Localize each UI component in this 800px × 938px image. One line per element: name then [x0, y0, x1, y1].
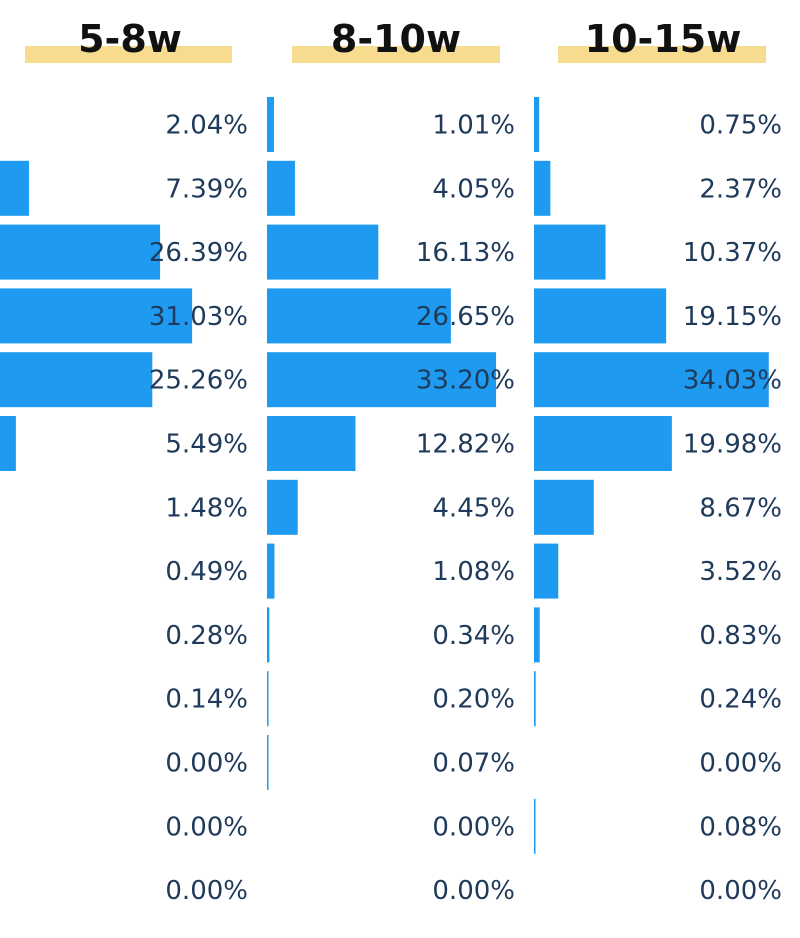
title-highlight [558, 46, 766, 63]
value-label: 0.34% [432, 621, 515, 651]
value-label: 1.08% [432, 557, 515, 587]
panel-title: 8-10w [331, 17, 461, 61]
value-label: 0.07% [432, 749, 515, 779]
title-highlight [25, 46, 232, 63]
value-label: 0.00% [165, 812, 248, 842]
bar [267, 160, 295, 216]
bar [0, 160, 29, 216]
title-highlight [292, 46, 500, 63]
bar [267, 224, 379, 280]
value-label: 4.45% [432, 493, 515, 523]
value-label: 0.00% [165, 749, 248, 779]
bar [0, 224, 161, 280]
value-label: 0.24% [699, 685, 782, 715]
value-label: 26.39% [149, 238, 248, 268]
value-label: 0.00% [699, 749, 782, 779]
panel-title: 10-15w [585, 17, 742, 61]
bar [534, 798, 536, 854]
value-label: 26.65% [416, 302, 515, 332]
value-label: 0.28% [165, 621, 248, 651]
value-label: 31.03% [149, 302, 248, 332]
value-label: 2.04% [165, 111, 248, 141]
bar [534, 607, 540, 663]
value-label: 0.83% [699, 621, 782, 651]
value-label: 2.37% [699, 174, 782, 204]
bar [534, 479, 594, 535]
value-label: 0.00% [432, 876, 515, 906]
bar [267, 735, 269, 790]
bar [267, 288, 451, 344]
bar [267, 352, 497, 408]
value-label: 16.13% [416, 238, 515, 268]
bar [267, 97, 274, 152]
panel-title: 5-8w [78, 17, 182, 61]
bar [267, 671, 269, 727]
panel-3: 10-15w 0.75% 2.37% 10.37% 19.15% 34.03% 19.98%… [534, 17, 782, 906]
bar [534, 97, 540, 152]
bar [534, 543, 559, 599]
bar [267, 543, 275, 599]
value-label: 1.01% [432, 111, 515, 141]
value-label: 0.08% [699, 812, 782, 842]
bar [534, 288, 667, 344]
value-label: 0.14% [165, 685, 248, 715]
bar [534, 160, 551, 216]
value-label: 0.00% [165, 876, 248, 906]
value-label: 10.37% [683, 238, 782, 268]
bar [267, 479, 298, 535]
value-label: 19.98% [683, 430, 782, 460]
value-label: 0.20% [432, 685, 515, 715]
value-label: 4.05% [432, 174, 515, 204]
value-label: 8.67% [699, 493, 782, 523]
value-label: 34.03% [683, 366, 782, 396]
value-label: 25.26% [149, 366, 248, 396]
panel-1: 5-8w 2.04% 7.39% 26.39% 31.03% 25.26% 5.49% 1.4… [0, 17, 248, 906]
value-label: 1.48% [165, 493, 248, 523]
value-label: 0.00% [699, 876, 782, 906]
value-label: 33.20% [416, 366, 515, 396]
value-label: 7.39% [165, 174, 248, 204]
bar [0, 288, 193, 344]
bar [0, 352, 153, 408]
value-label: 0.00% [432, 812, 515, 842]
bar [534, 352, 769, 408]
bar [0, 416, 16, 471]
bar [534, 224, 606, 280]
bar [534, 416, 672, 471]
bar [534, 671, 536, 727]
value-label: 0.75% [699, 111, 782, 141]
value-label: 5.49% [165, 430, 248, 460]
value-label: 19.15% [683, 302, 782, 332]
value-label: 3.52% [699, 557, 782, 587]
bar [267, 416, 356, 471]
value-label: 12.82% [416, 430, 515, 460]
panel-2: 8-10w 1.01% 4.05% 16.13% 26.65% 33.20% 12.82% 4… [267, 17, 515, 906]
value-label: 0.49% [165, 557, 248, 587]
bar [267, 607, 270, 663]
